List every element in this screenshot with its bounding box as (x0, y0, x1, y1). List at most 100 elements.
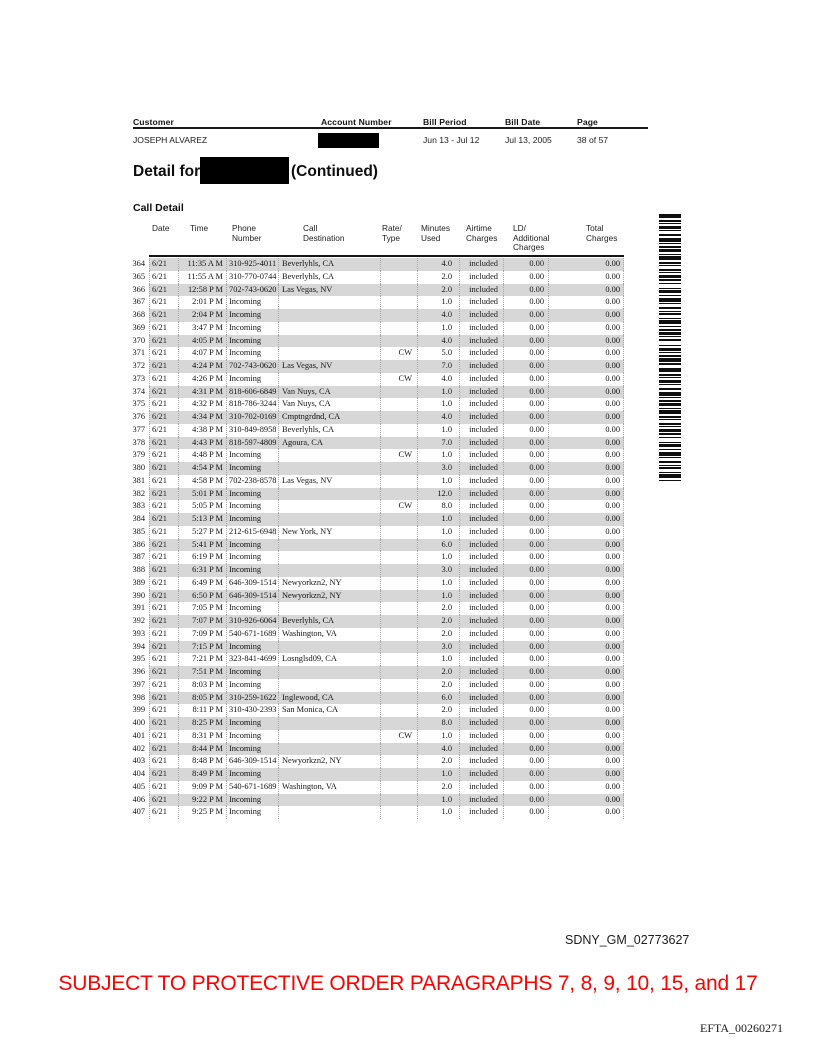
cell-date: 6/21 (149, 602, 178, 615)
row-number: 376 (132, 412, 145, 421)
cell-time: 5:05 P M (178, 500, 226, 513)
cell-minutes-used: 2.0 (417, 780, 459, 794)
cell-minutes-used: 3.0 (417, 564, 459, 577)
table-row: 369 6/21 3:47 P M Incoming 1.0 included … (128, 321, 624, 335)
cell-date: 6/21 (149, 640, 178, 654)
cell-time: 8:03 P M (178, 678, 226, 692)
table-row: 395 6/21 7:21 P M 323-841-4699 Losnglsd0… (128, 653, 624, 666)
cell-date: 6/21 (149, 793, 178, 807)
page-label: Page (577, 117, 598, 127)
cell-ld-additional: 0.00 (503, 704, 548, 717)
cell-ld-additional: 0.00 (503, 717, 548, 730)
cell-airtime-charges: included (459, 717, 503, 730)
cell-call-destination (278, 717, 380, 730)
cell-time: 7:51 P M (178, 666, 226, 679)
cell-minutes-used: 8.0 (417, 717, 459, 730)
cell-phone-number: 646-309-1514 (226, 576, 278, 590)
cell-time: 8:05 P M (178, 691, 226, 705)
cell-phone-number: 310-926-6064 (226, 615, 278, 628)
cell-call-destination: Inglewood, CA (278, 691, 380, 705)
cell-call-destination: Newyorkzn2, NY (278, 755, 380, 768)
cell-minutes-used: 1.0 (417, 551, 459, 564)
cell-phone-number: Incoming (226, 806, 278, 819)
table-row: 386 6/21 5:41 P M Incoming 6.0 included … (128, 538, 624, 552)
table-row: 380 6/21 4:54 P M Incoming 3.0 included … (128, 462, 624, 475)
cell-airtime-charges: included (459, 653, 503, 666)
cell-time: 6:19 P M (178, 551, 226, 564)
cell-total-charges: 0.00 (548, 283, 624, 297)
cell-call-destination: San Monica, CA (278, 704, 380, 717)
cell-call-destination (278, 513, 380, 526)
cell-airtime-charges: included (459, 283, 503, 297)
cell-time: 5:27 P M (178, 525, 226, 539)
cell-airtime-charges: included (459, 347, 503, 360)
cell-airtime-charges: included (459, 551, 503, 564)
cell-airtime-charges: included (459, 755, 503, 768)
cell-airtime-charges: included (459, 793, 503, 807)
cell-date: 6/21 (149, 551, 178, 564)
cell-ld-additional: 0.00 (503, 296, 548, 309)
row-number: 377 (132, 424, 145, 434)
cell-rate-type (380, 691, 417, 705)
cell-total-charges: 0.00 (548, 742, 624, 756)
cell-rate-type (380, 487, 417, 501)
cell-total-charges: 0.00 (548, 513, 624, 526)
cell-airtime-charges: included (459, 742, 503, 756)
row-number: 372 (132, 361, 145, 370)
bates-number-efta: EFTA_00260271 (700, 1021, 784, 1035)
table-row: 400 6/21 8:25 P M Incoming 8.0 included … (128, 717, 624, 730)
cell-time: 11:55 A M (178, 270, 226, 284)
cell-ld-additional: 0.00 (503, 615, 548, 628)
customer-label: Customer (133, 117, 174, 127)
cell-total-charges: 0.00 (548, 334, 624, 348)
cell-rate-type (380, 742, 417, 756)
cell-total-charges: 0.00 (548, 576, 624, 590)
cell-time: 4:38 P M (178, 423, 226, 437)
cell-rate-type (380, 576, 417, 590)
cell-airtime-charges: included (459, 296, 503, 309)
cell-total-charges: 0.00 (548, 436, 624, 450)
row-number: 388 (132, 565, 145, 574)
cell-ld-additional: 0.00 (503, 334, 548, 348)
cell-minutes-used: 2.0 (417, 602, 459, 615)
cell-total-charges: 0.00 (548, 385, 624, 399)
table-row: 378 6/21 4:43 P M 818-597-4809 Agoura, C… (128, 436, 624, 450)
cell-phone-number: 310-849-8958 (226, 423, 278, 437)
row-number: 375 (132, 399, 145, 409)
row-number: 384 (132, 514, 145, 523)
row-number: 396 (132, 667, 145, 676)
row-number: 373 (132, 373, 145, 383)
cell-total-charges: 0.00 (548, 755, 624, 768)
cell-phone-number: Incoming (226, 640, 278, 654)
cell-airtime-charges: included (459, 729, 503, 743)
call-table-rows: 364 6/21 11:35 A M 310-925-4011 Beverlyh… (128, 258, 624, 819)
bill-period-label: Bill Period (423, 117, 467, 127)
cell-minutes-used: 7.0 (417, 436, 459, 450)
bates-number-sdny: SDNY_GM_02773627 (565, 933, 690, 947)
cell-total-charges: 0.00 (548, 602, 624, 615)
cell-total-charges: 0.00 (548, 462, 624, 475)
table-row: 382 6/21 5:01 P M Incoming 12.0 included… (128, 487, 624, 501)
cell-rate-type (380, 462, 417, 475)
cell-rate-type (380, 704, 417, 717)
cell-rate-type (380, 551, 417, 564)
cell-date: 6/21 (149, 283, 178, 297)
row-number: 392 (132, 616, 145, 625)
cell-phone-number: Incoming (226, 309, 278, 322)
cell-time: 4:24 P M (178, 360, 226, 373)
cell-ld-additional: 0.00 (503, 258, 548, 271)
cell-minutes-used: 1.0 (417, 296, 459, 309)
cell-minutes-used: 8.0 (417, 500, 459, 513)
cell-date: 6/21 (149, 487, 178, 501)
cell-call-destination: Washington, VA (278, 627, 380, 641)
cell-time: 5:41 P M (178, 538, 226, 552)
cell-date: 6/21 (149, 398, 178, 411)
cell-date: 6/21 (149, 653, 178, 666)
cell-date: 6/21 (149, 258, 178, 271)
cell-call-destination: New York, NY (278, 525, 380, 539)
cell-phone-number: 310-430-2393 (226, 704, 278, 717)
table-row: 390 6/21 6:50 P M 646-309-1514 Newyorkzn… (128, 589, 624, 603)
cell-date: 6/21 (149, 576, 178, 590)
cell-total-charges: 0.00 (548, 780, 624, 794)
cell-time: 4:07 P M (178, 347, 226, 360)
